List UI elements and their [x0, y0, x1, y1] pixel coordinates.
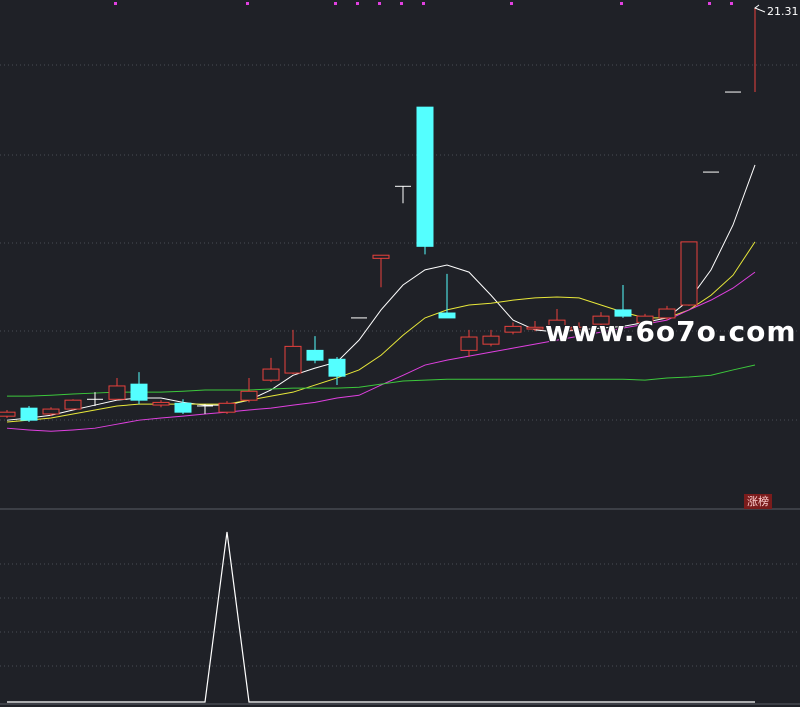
top-markers — [114, 2, 733, 5]
candle-body — [482, 335, 500, 345]
candle-body — [328, 358, 346, 377]
candle-body — [372, 254, 390, 259]
marker — [334, 2, 337, 5]
plot: 21.31 — [0, 4, 799, 703]
candle-body — [262, 368, 280, 381]
marker — [708, 2, 711, 5]
candle-body — [460, 336, 478, 351]
candle-body — [526, 326, 544, 330]
candle-body — [592, 315, 610, 325]
annotation-arrow — [753, 4, 766, 13]
candle-body — [438, 312, 456, 319]
marker — [114, 2, 117, 5]
candle-body — [42, 408, 60, 415]
candle-body — [284, 345, 302, 374]
candle-body — [20, 407, 38, 421]
candle-body — [174, 402, 192, 413]
candle-body — [0, 411, 16, 417]
candle-body — [658, 308, 676, 319]
signal-label: 涨榜 — [747, 494, 769, 508]
moving-average — [6, 271, 756, 432]
candle-body — [614, 309, 632, 317]
candle-body — [152, 401, 170, 406]
grid — [0, 64, 800, 667]
candle-body — [570, 326, 588, 331]
watermark: www.6o7o.com — [545, 315, 797, 348]
marker — [246, 2, 249, 5]
candle-body — [636, 315, 654, 323]
candle-body — [218, 402, 236, 413]
marker — [730, 2, 733, 5]
candle-body — [416, 106, 434, 247]
indicator-line — [7, 531, 755, 703]
marker — [400, 2, 403, 5]
marker — [356, 2, 359, 5]
candle-body — [64, 399, 82, 410]
marker — [510, 2, 513, 5]
candle-body — [680, 241, 698, 306]
candle-body — [504, 325, 522, 333]
marker — [422, 2, 425, 5]
signal-badge — [744, 494, 772, 509]
candle-body — [240, 390, 258, 401]
candle-body — [548, 319, 566, 333]
annotation-label: 21.31 — [767, 5, 799, 18]
marker — [378, 2, 381, 5]
candle-body — [108, 385, 126, 400]
candle-body — [306, 349, 324, 361]
marker — [620, 2, 623, 5]
candle-body — [130, 383, 148, 401]
